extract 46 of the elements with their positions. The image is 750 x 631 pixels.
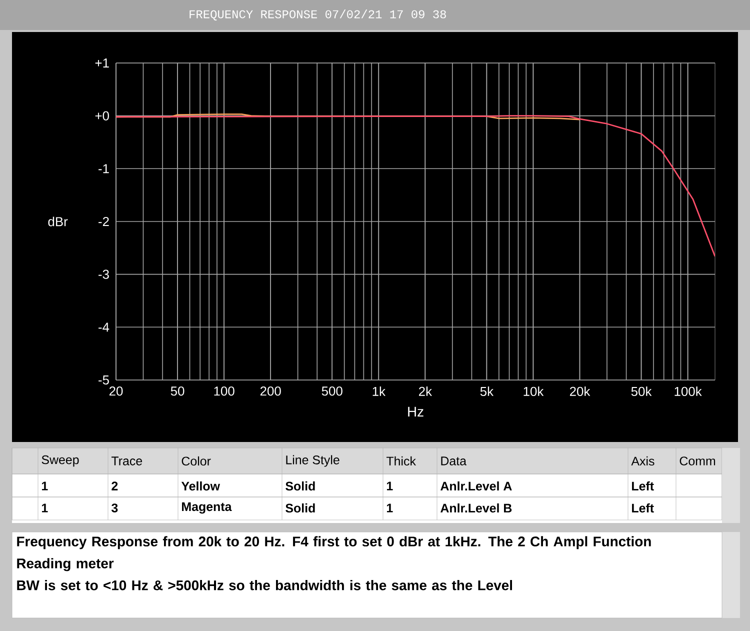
- text: Solid: [286, 503, 315, 513]
- x-tick-label: 2k: [418, 386, 432, 396]
- text: 3: [111, 504, 118, 512]
- y-axis-title: dBr: [48, 216, 68, 226]
- y-tick-label: -5: [98, 375, 109, 384]
- x-tick-label: 200: [260, 386, 281, 396]
- text: Data: [441, 456, 467, 466]
- text: Trace: [111, 456, 142, 466]
- x-tick-label: 50: [170, 386, 184, 396]
- text: 1: [386, 482, 393, 490]
- y-tick-label: -1: [98, 164, 109, 174]
- text: Line Style: [286, 455, 340, 467]
- x-tick-label: 5k: [480, 386, 494, 396]
- text: Left: [632, 481, 654, 491]
- x-tick-label: 1k: [372, 386, 386, 396]
- text: Frequency Response from 20k to 20 Hz. F4 first to set 0 dBr at 1kHz. The 2 Ch Ampl Function Reading meter: [17, 536, 651, 572]
- text: Axis: [631, 456, 654, 466]
- text: Anlr.Level A: [440, 481, 512, 491]
- x-tick-label: 100k: [674, 386, 702, 396]
- text: Thick: [386, 456, 416, 466]
- x-tick-label: 10k: [524, 386, 544, 396]
- text: Magenta: [182, 502, 232, 514]
- y-tick-label: -2: [98, 216, 109, 226]
- text: Left: [632, 503, 654, 513]
- text: BW is set to <10 Hz & >500kHz so the bandwidth is the same as the Level: [17, 580, 512, 590]
- y-tick-label: +1: [95, 58, 109, 68]
- y-tick-label: -3: [98, 270, 109, 279]
- x-tick-label: 20k: [570, 386, 590, 396]
- text: Color: [182, 456, 211, 466]
- text: 1: [42, 482, 48, 490]
- text: 1: [386, 504, 393, 512]
- text: 1: [42, 504, 48, 512]
- text: Comm: [680, 456, 716, 466]
- text: Sweep: [42, 455, 79, 467]
- chart-title: FREQUENCY RESPONSE 07/02/21 17 09 38: [190, 10, 446, 20]
- text: Yellow: [181, 481, 220, 491]
- text: Anlr.Level B: [440, 503, 512, 513]
- x-tick-label: 50k: [631, 386, 652, 396]
- text: Solid: [286, 481, 315, 491]
- x-tick-label: 500: [322, 386, 342, 396]
- y-tick-label: +0: [95, 111, 109, 120]
- x-tick-label: 20: [109, 386, 123, 396]
- y-tick-label: -4: [98, 322, 110, 332]
- text: 2: [112, 482, 118, 490]
- x-tick-label: 100: [214, 386, 234, 396]
- x-axis-title: Hz: [408, 406, 424, 416]
